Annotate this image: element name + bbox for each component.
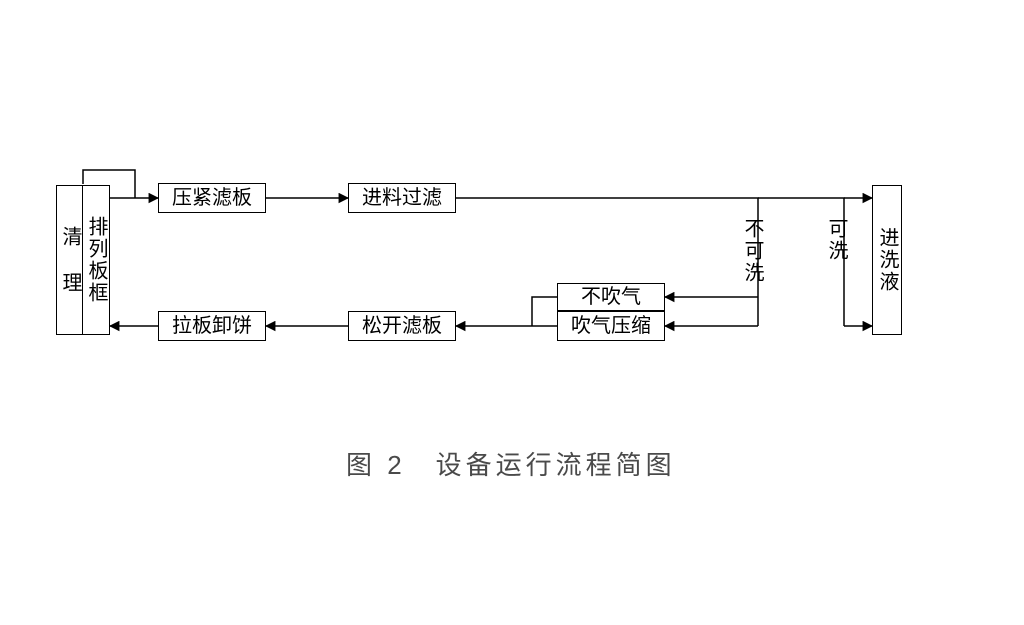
node-buchui-label: 不吹气 <box>581 287 641 307</box>
node-jinxiye: 进洗液 <box>872 185 902 335</box>
edges-layer <box>0 0 1024 625</box>
node-qingli-label: 清 理 <box>60 226 80 294</box>
node-chuiqi-label: 吹气压缩 <box>571 316 651 336</box>
node-jinxiye-label: 进洗液 <box>877 227 897 293</box>
node-laban-label: 拉板卸饼 <box>172 316 252 336</box>
node-songkai: 松开滤板 <box>348 311 456 341</box>
node-jinliao-label: 进料过滤 <box>362 188 442 208</box>
node-chuiqi: 吹气压缩 <box>557 311 665 341</box>
node-yajin: 压紧滤板 <box>158 183 266 213</box>
flowchart-canvas: 清 理 排列板框 压紧滤板 进料过滤 进洗液 不吹气 吹气压缩 松开滤板 拉板卸… <box>0 0 1024 625</box>
node-jinliao: 进料过滤 <box>348 183 456 213</box>
node-buchui: 不吹气 <box>557 283 665 311</box>
node-songkai-label: 松开滤板 <box>362 316 442 336</box>
node-pailiebk: 排列板框 <box>82 185 110 335</box>
figure-caption: 图 2 设备运行流程简图 <box>346 445 676 482</box>
node-pailiebk-label: 排列板框 <box>86 216 106 304</box>
node-qingli: 清 理 <box>56 185 84 335</box>
node-laban: 拉板卸饼 <box>158 311 266 341</box>
label-kexi: 可洗 <box>822 218 851 262</box>
label-bukexi: 不可洗 <box>738 218 767 284</box>
node-yajin-label: 压紧滤板 <box>172 188 252 208</box>
